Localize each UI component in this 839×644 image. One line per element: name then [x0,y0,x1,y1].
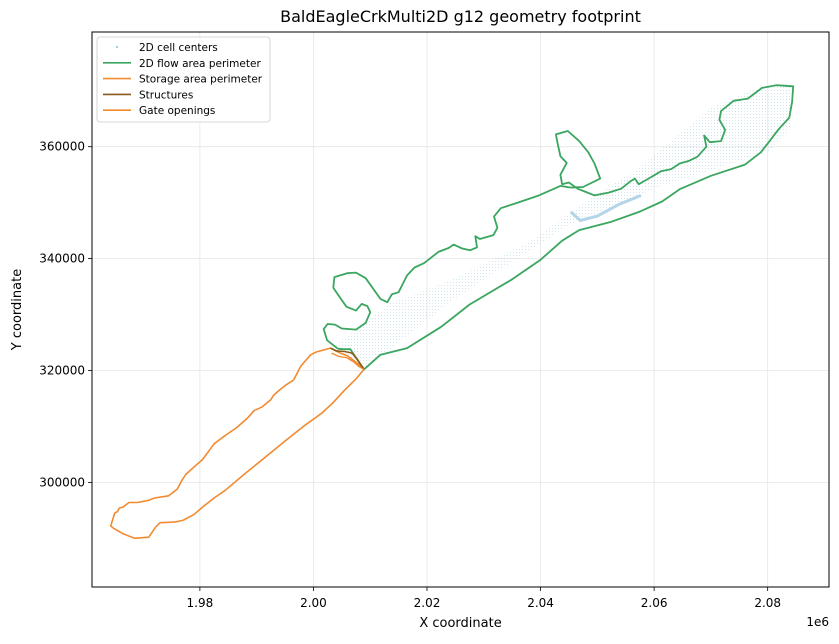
series-layer [109,84,795,540]
x-tick-label: 1.98 [187,596,214,610]
legend-label: 2D cell centers [139,42,218,54]
ticks: 1.98 2.00 2.02 2.04 2.06 2.08 300000 320000 3400… [39,140,781,610]
x-tick-label: 2.06 [641,596,668,610]
legend-entry: 2D flow area perimeter [103,58,261,70]
axes-frame [91,31,830,588]
legend-entry: Structures [103,89,193,101]
y-tick-label: 360000 [39,140,85,154]
gate-openings-line [331,352,365,370]
x-axis-offset-label: 1e6 [806,615,829,629]
legend-label: Storage area perimeter [139,74,263,86]
legend-label: Gate openings [139,105,215,117]
cell-centers-dense-strip [570,194,642,223]
legend-box [96,36,271,123]
legend-label: Structures [139,89,193,101]
x-tick-label: 2.00 [300,596,327,610]
y-tick-label: 320000 [39,363,85,377]
cell-centers-mesh [333,86,794,370]
legend-label: 2D flow area perimeter [139,58,261,70]
y-tick-label: 300000 [39,475,85,489]
y-tick-label: 340000 [39,252,85,266]
y-axis-label: Y coordinate [10,269,25,351]
x-axis-label: X coordinate [419,616,501,631]
structures-line [330,347,365,370]
legend-entry: Gate openings [103,105,215,117]
storage-area-perimeter-line [109,347,365,540]
legend-entry: Storage area perimeter [103,74,263,86]
x-tick-label: 2.04 [527,596,554,610]
x-tick-label: 2.02 [414,596,441,610]
legend-entry: 2D cell centers [115,42,218,54]
cell-centers-layer [333,86,794,370]
flow-area-perimeter-line [322,84,795,371]
legend-marker [115,45,119,49]
chart-title: BaldEagleCrkMulti2D g12 geometry footpri… [280,7,641,26]
x-tick-label: 2.08 [754,596,781,610]
legend: 2D cell centers 2D flow area perimeter Sto… [96,36,271,123]
